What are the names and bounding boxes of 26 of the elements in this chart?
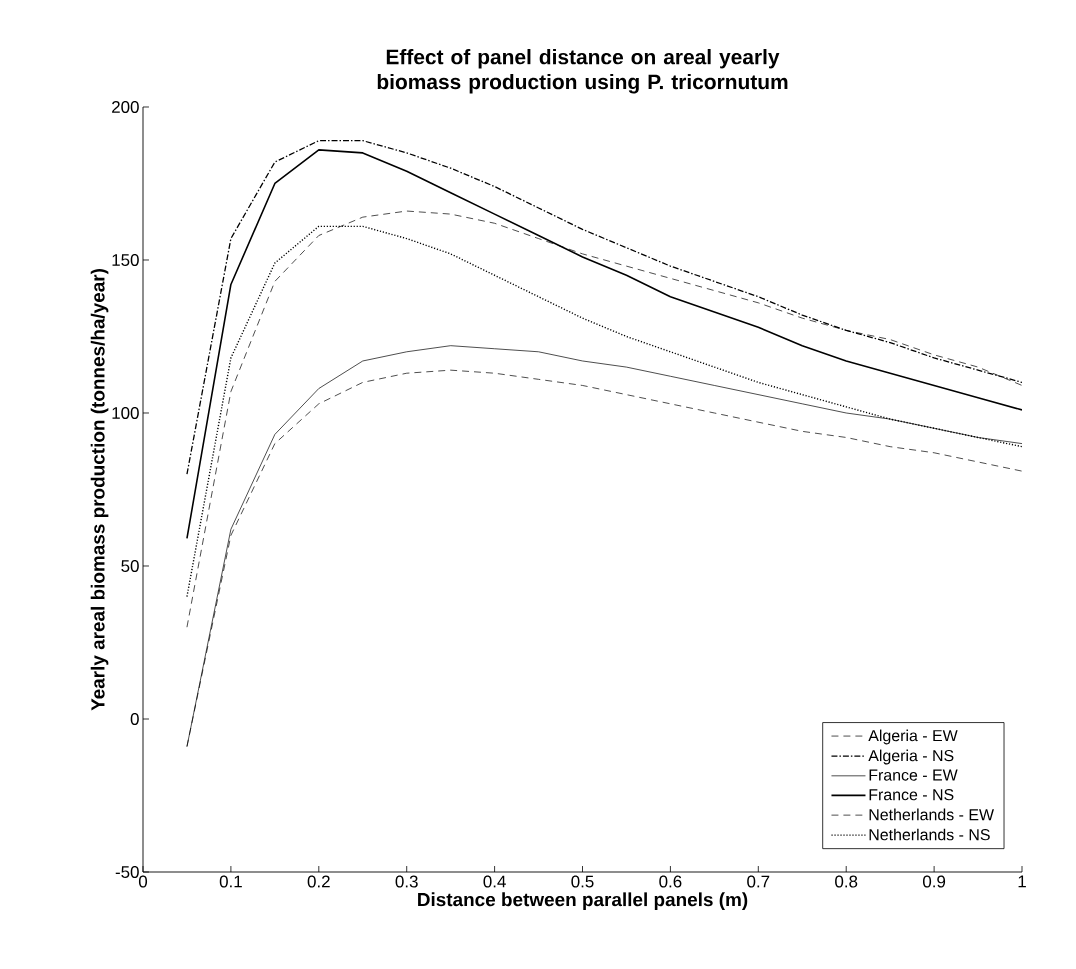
x-tick-label: 0.9 [922, 875, 946, 888]
x-tick-label: 0.8 [835, 875, 858, 888]
x-tick-label: 0 [138, 875, 148, 888]
x-tick-label: 0.2 [307, 875, 330, 888]
y-tick-label: 150 [112, 253, 139, 266]
legend-label: France - NS [869, 789, 954, 801]
x-tick-label: 0.5 [571, 875, 594, 888]
x-tick-label: 0.4 [483, 875, 506, 888]
y-tick-label: 0 [130, 713, 139, 725]
x-tick-label: 1 [1018, 875, 1026, 888]
legend-label: Netherlands - NS [869, 828, 990, 841]
y-tick-label: 50 [121, 560, 139, 572]
legend-label: Algeria - NS [868, 749, 954, 765]
x-tick-label: 0.1 [219, 875, 242, 888]
y-tick-label: 200 [112, 100, 139, 113]
x-axis-title: Distance between parallel panels (m) [418, 892, 748, 910]
y-axis-title: Yearly areal biomass production (tonnes/ha/year) [90, 269, 109, 711]
x-tick-label: 0.3 [395, 875, 418, 888]
legend-label: Algeria - EW [868, 729, 958, 745]
chart-title: Effect of panel distance on areal yearly biomass production using P. tricornutum [377, 49, 788, 94]
y-tick-label: 100 [112, 407, 139, 419]
y-tick-label: -50 [115, 866, 139, 878]
legend-label: France - EW [869, 769, 958, 781]
x-tick-label: 0.6 [659, 875, 682, 888]
x-tick-label: 0.7 [747, 875, 770, 888]
legend-label: Netherlands - EW [869, 808, 994, 821]
